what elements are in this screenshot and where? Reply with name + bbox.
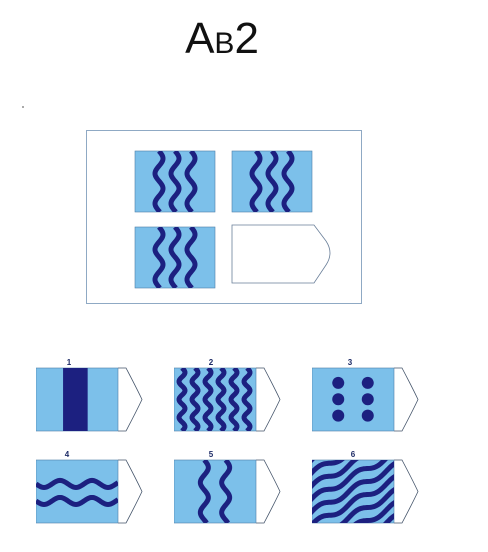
tile-background <box>35 459 119 524</box>
option-1-label: 1 <box>66 358 72 367</box>
wave-stripe <box>281 151 295 212</box>
title-number: 2 <box>234 14 259 63</box>
answer-option-3[interactable]: 3 <box>311 356 422 437</box>
option-2-tile <box>173 367 281 432</box>
wave-stripe <box>339 487 394 523</box>
matrix-cell-missing <box>230 223 340 287</box>
tile-background <box>311 367 395 432</box>
tab-outline <box>256 367 281 432</box>
title-letter-a: A <box>185 14 215 63</box>
answer-option-2[interactable]: 2 <box>173 356 284 437</box>
page-title: AB2 <box>0 14 444 64</box>
tab-outline <box>256 459 281 524</box>
dot-mark <box>332 393 345 406</box>
answer-option-4[interactable]: 4 <box>35 448 146 529</box>
dot-mark <box>361 409 374 422</box>
dot-mark <box>361 393 374 406</box>
wave-stripe <box>353 500 394 523</box>
wave-stripe <box>168 227 182 288</box>
wave-stripe <box>265 151 279 212</box>
speck <box>22 106 24 108</box>
wave-stripe <box>36 494 118 507</box>
wave-stripe <box>152 151 166 212</box>
option-5-label: 5 <box>208 450 214 459</box>
answer-option-6[interactable]: 6 <box>311 448 422 529</box>
answer-option-5[interactable]: 5 <box>173 448 284 529</box>
tile-background <box>173 459 257 524</box>
wave-stripe <box>168 151 182 212</box>
tab-outline <box>394 367 419 432</box>
option-2-label: 2 <box>208 358 214 367</box>
option-1-tile <box>35 367 143 432</box>
option-4-label: 4 <box>64 450 70 459</box>
wave-stripe <box>228 368 240 431</box>
wave-stripe <box>219 460 233 523</box>
option-3-label: 3 <box>347 358 353 367</box>
dot-mark <box>361 376 374 389</box>
dot-mark <box>332 409 345 422</box>
wave-pattern-tile <box>134 226 216 289</box>
wave-stripe <box>36 477 118 490</box>
wave-stripe <box>215 368 227 431</box>
option-3-tile <box>311 367 419 432</box>
wave-stripe <box>202 368 214 431</box>
option-4-tile <box>35 459 143 524</box>
wave-stripe <box>312 460 360 490</box>
wave-stripe <box>382 513 394 523</box>
wave-stripe <box>312 460 388 503</box>
matrix-cell-2 <box>231 150 313 213</box>
missing-piece-outline <box>231 224 331 284</box>
title-letter-b: B <box>214 27 235 60</box>
wave-pattern-tile <box>134 150 216 213</box>
wave-stripe <box>184 227 198 288</box>
matrix-cell-1 <box>134 150 216 213</box>
tab-outline <box>118 459 143 524</box>
wave-stripe <box>176 368 188 431</box>
wave-stripe <box>152 227 166 288</box>
wave-stripe <box>312 461 394 516</box>
wave-stripe <box>197 460 211 523</box>
bar-stripe <box>63 368 88 431</box>
wave-stripe <box>312 474 394 523</box>
wave-stripe <box>249 151 263 212</box>
option-6-tile <box>311 459 419 524</box>
tab-outline <box>394 459 419 524</box>
wave-stripe <box>241 368 253 431</box>
wave-stripe <box>184 151 198 212</box>
option-6-label: 6 <box>350 450 356 459</box>
option-5-tile <box>173 459 281 524</box>
dot-mark <box>332 376 345 389</box>
tab-outline <box>118 367 143 432</box>
missing-outline <box>231 224 331 284</box>
matrix-cell-3 <box>134 226 216 289</box>
wave-pattern-tile <box>231 150 313 213</box>
answer-option-1[interactable]: 1 <box>35 356 146 437</box>
wave-stripe <box>189 368 201 431</box>
